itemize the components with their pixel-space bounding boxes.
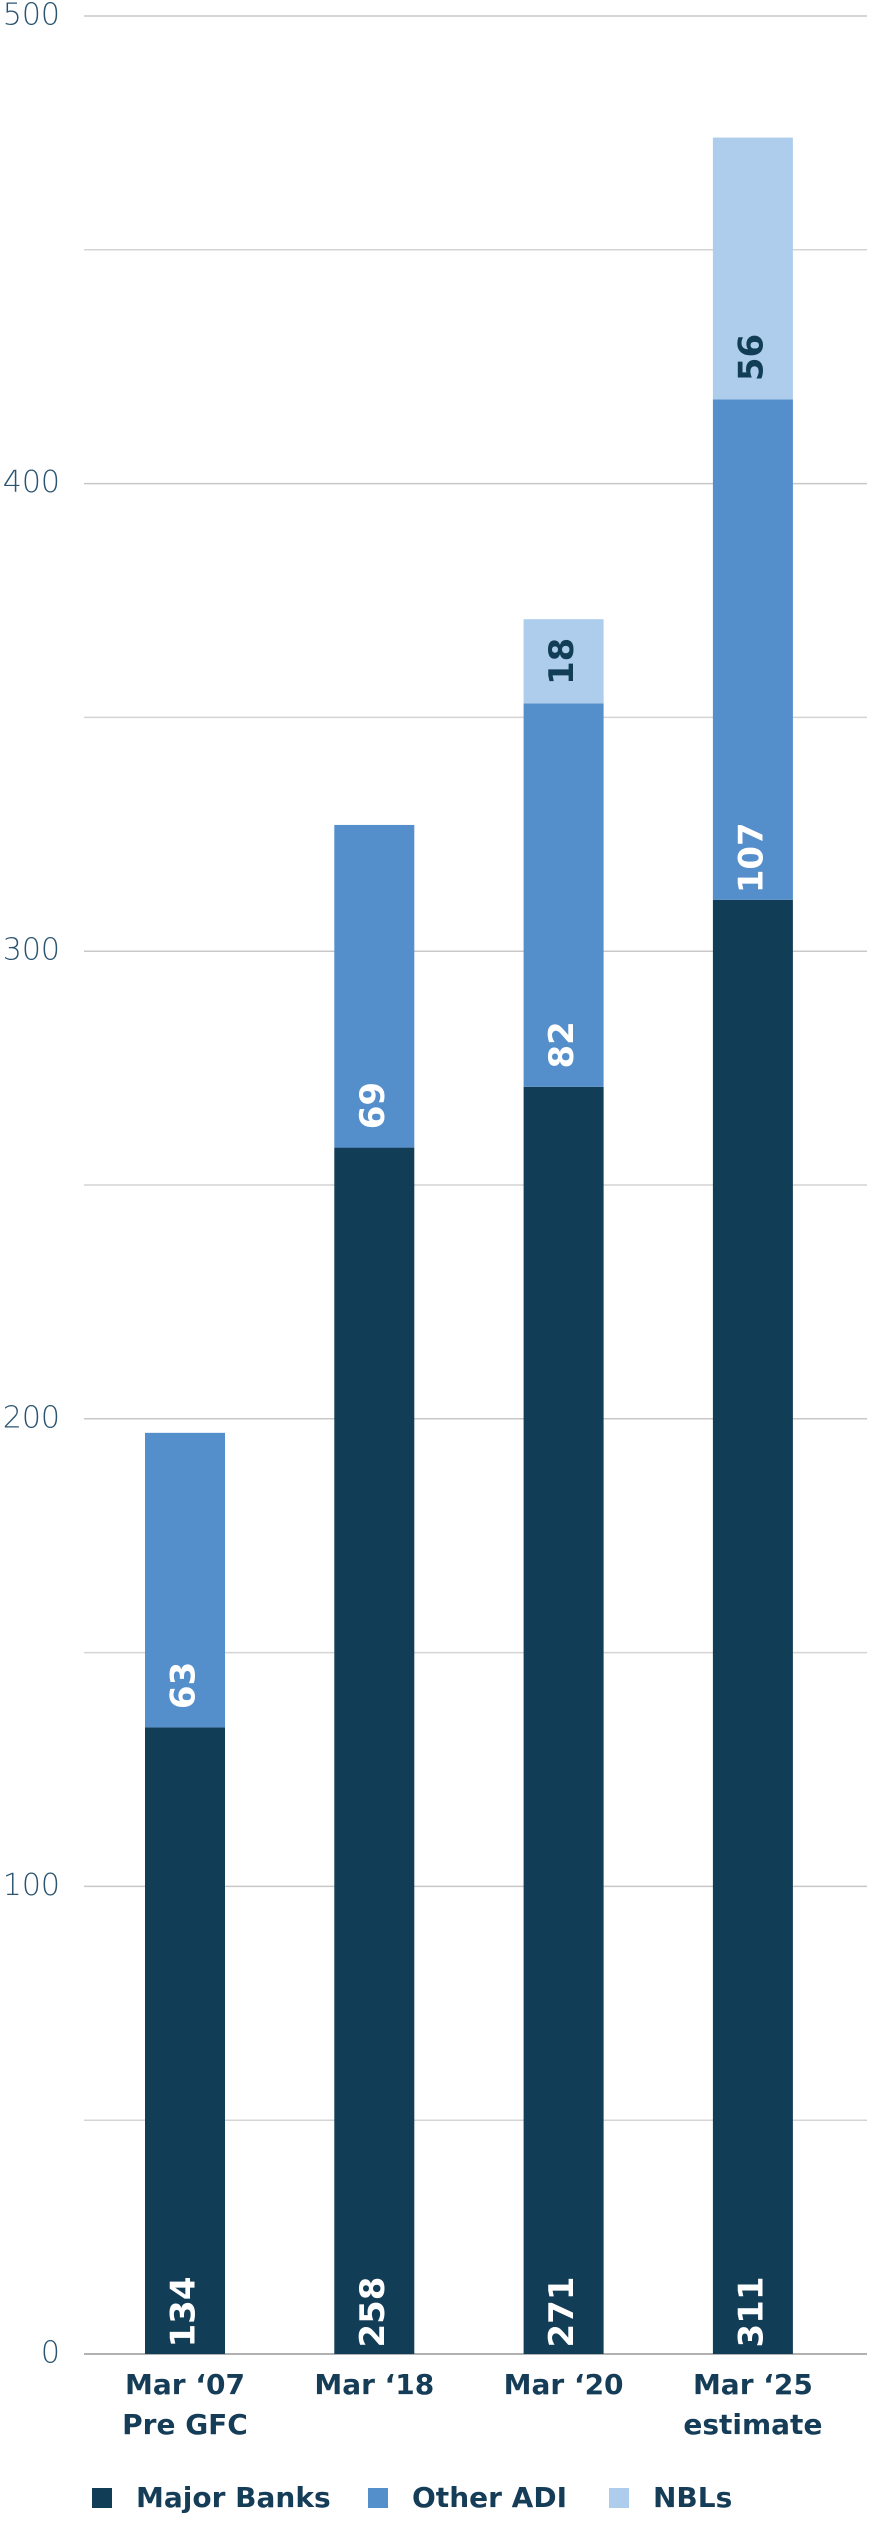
y-tick-label: 200	[3, 1400, 60, 1435]
segment-label: 258	[353, 2277, 393, 2348]
y-tick-label: 300	[3, 933, 60, 968]
bar-segment	[712, 899, 793, 2355]
segment-label: 69	[353, 1082, 393, 1129]
x-tick-label: estimate	[683, 2408, 822, 2441]
segment-label: 311	[731, 2277, 771, 2348]
y-tick-label: 0	[41, 2336, 60, 2371]
segment-label: 134	[164, 2277, 204, 2348]
x-tick-label: Mar ‘18	[314, 2368, 434, 2401]
bar-segment	[712, 137, 793, 400]
bar-segment	[523, 619, 604, 704]
x-tick-label: Mar ‘20	[504, 2368, 624, 2401]
bar-segment	[523, 1086, 604, 2354]
bar-segment	[334, 824, 415, 1148]
segment-label: 18	[542, 638, 582, 685]
segment-label: 56	[731, 334, 771, 381]
legend-swatch	[92, 2488, 112, 2508]
bar-segment	[712, 399, 793, 900]
y-tick-label: 500	[3, 0, 60, 33]
x-tick-label: Mar ‘25	[693, 2368, 813, 2401]
legend-swatch	[609, 2488, 629, 2508]
segment-label: 271	[542, 2277, 582, 2348]
legend-label: Other ADI	[412, 2481, 567, 2514]
segment-label: 82	[542, 1021, 582, 1068]
legend-swatch	[368, 2488, 388, 2508]
segment-label: 107	[731, 822, 771, 893]
y-tick-label: 100	[3, 1868, 60, 1903]
x-tick-label: Pre GFC	[122, 2408, 248, 2441]
legend-label: Major Banks	[136, 2481, 331, 2514]
y-tick-label: 400	[3, 465, 60, 500]
x-tick-label: Mar ‘07	[125, 2368, 245, 2401]
bar-segment	[334, 1147, 415, 2354]
bar-segment	[523, 703, 604, 1087]
bar-segment	[145, 1727, 225, 2354]
segment-label: 63	[164, 1662, 204, 1709]
legend-label: NBLs	[653, 2481, 732, 2514]
bar-segment	[145, 1432, 225, 1728]
